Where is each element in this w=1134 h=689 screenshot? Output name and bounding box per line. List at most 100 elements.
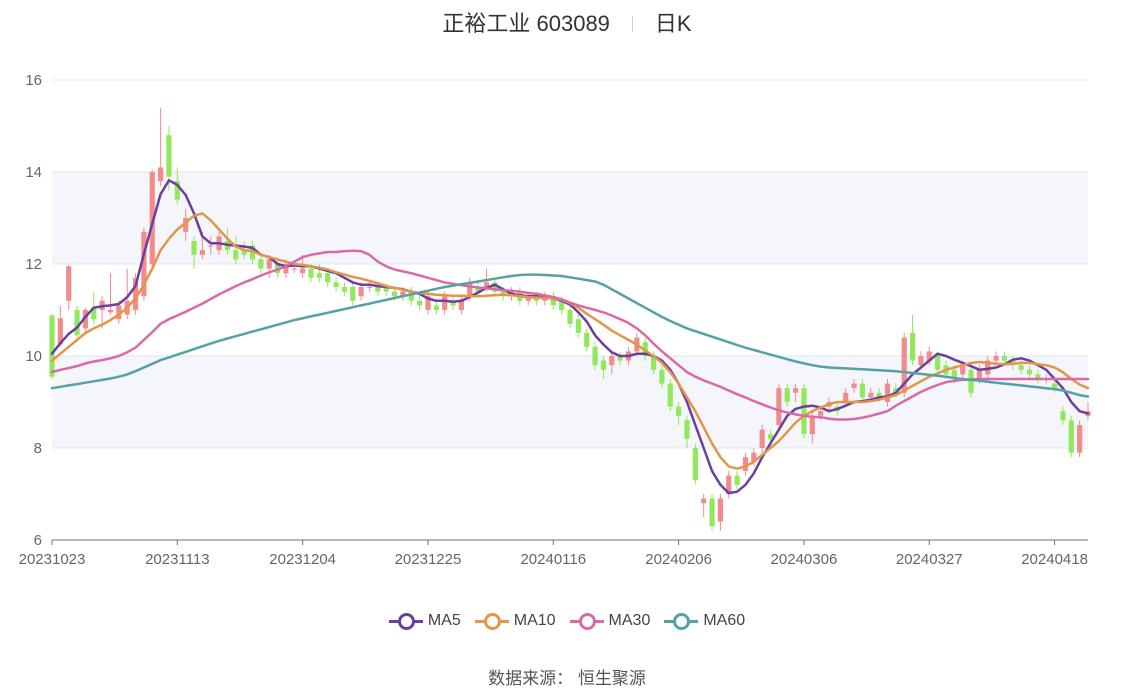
candle-body: [767, 434, 774, 439]
candle-body: [575, 319, 581, 333]
candle-body: [617, 356, 623, 361]
candle-body: [1035, 374, 1041, 379]
candle-body: [876, 392, 882, 398]
candle-body: [249, 245, 256, 260]
candle: [592, 342, 598, 370]
legend-label: MA5: [427, 612, 461, 629]
candle: [341, 282, 348, 297]
candle-body: [717, 498, 723, 522]
candle: [66, 264, 72, 310]
legend-item-ma5[interactable]: MA5: [388, 612, 461, 630]
candle-body: [199, 250, 205, 255]
candle: [183, 208, 189, 241]
candle-body: [843, 392, 849, 402]
x-tick-label: 20231023: [19, 551, 86, 568]
candle: [1068, 415, 1074, 458]
candle: [417, 296, 423, 310]
candle-body: [325, 273, 331, 283]
candle: [375, 282, 381, 297]
legend-circle: [578, 613, 596, 630]
candle-body: [960, 365, 966, 375]
legend: MA5 MA10 MA30 MA60: [0, 612, 1134, 635]
ma30-line: [50, 249, 1090, 421]
candle: [851, 379, 857, 393]
candle: [968, 365, 974, 398]
candle: [383, 282, 389, 297]
candle-body: [350, 287, 356, 301]
candle: [458, 296, 464, 315]
candle: [158, 107, 164, 186]
candle: [776, 383, 782, 430]
candle-body: [383, 287, 389, 292]
period-label: 日K: [654, 11, 692, 36]
data-source: 数据来源： 恒生聚源: [488, 669, 646, 688]
candle-body: [525, 296, 531, 301]
candle: [1060, 406, 1066, 425]
candle-body: [1068, 420, 1074, 453]
candle-body: [475, 287, 481, 292]
candle-body: [433, 305, 439, 310]
legend-circle: [673, 613, 691, 630]
candle: [49, 313, 55, 379]
candle: [141, 227, 147, 301]
legend-item-ma60[interactable]: MA60: [664, 612, 745, 630]
candle: [859, 379, 866, 402]
legend-marker: [474, 612, 509, 630]
candle: [659, 365, 665, 389]
candle-body: [241, 250, 247, 255]
candle-body: [233, 250, 239, 260]
legend-marker: [569, 612, 604, 630]
x-tick-label: 20231204: [269, 551, 336, 568]
candle: [684, 415, 690, 448]
candle-body: [66, 266, 72, 301]
candle-body: [74, 310, 80, 336]
candle: [433, 300, 439, 315]
candle-body: [951, 369, 957, 379]
candle-body: [584, 333, 590, 347]
candles: [49, 107, 1091, 531]
candle-body: [884, 383, 891, 402]
y-tick-label: 12: [25, 256, 42, 273]
candle: [734, 471, 740, 490]
candle-body: [425, 296, 431, 310]
candle-body: [801, 388, 807, 435]
candle: [208, 236, 214, 255]
candle: [1035, 369, 1041, 384]
candle: [1026, 365, 1033, 379]
candle-body: [174, 181, 180, 200]
candle: [843, 388, 849, 407]
candle: [567, 305, 573, 329]
candle-body: [993, 356, 999, 361]
y-tick-label: 10: [25, 348, 42, 365]
candle: [258, 254, 264, 274]
candle-body: [600, 360, 607, 370]
x-tick-label: 20240206: [645, 551, 712, 568]
candle-body: [400, 291, 406, 297]
candle-body: [391, 291, 398, 297]
candle-body: [57, 318, 63, 345]
x-tick-label: 20240116: [520, 551, 586, 568]
candle: [667, 379, 673, 412]
candle-body: [901, 337, 907, 393]
candle-body: [316, 273, 322, 278]
candle: [609, 351, 615, 375]
legend-item-ma30[interactable]: MA30: [569, 612, 651, 630]
candle: [550, 291, 556, 310]
candle-body: [333, 282, 339, 287]
candle-body: [492, 282, 498, 292]
candle: [1077, 420, 1083, 458]
candle: [82, 307, 89, 333]
candle-body: [107, 310, 114, 313]
legend-circle: [397, 613, 415, 630]
title-separator: [631, 16, 633, 32]
candle-body: [116, 305, 122, 320]
y-tick-label: 8: [34, 440, 42, 457]
candle: [107, 273, 114, 315]
legend-label: MA60: [703, 612, 746, 629]
candle: [575, 314, 581, 338]
legend-item-ma10[interactable]: MA10: [474, 612, 556, 630]
candle: [233, 236, 239, 264]
legend-label: MA30: [608, 612, 651, 629]
candle-body: [183, 218, 189, 232]
